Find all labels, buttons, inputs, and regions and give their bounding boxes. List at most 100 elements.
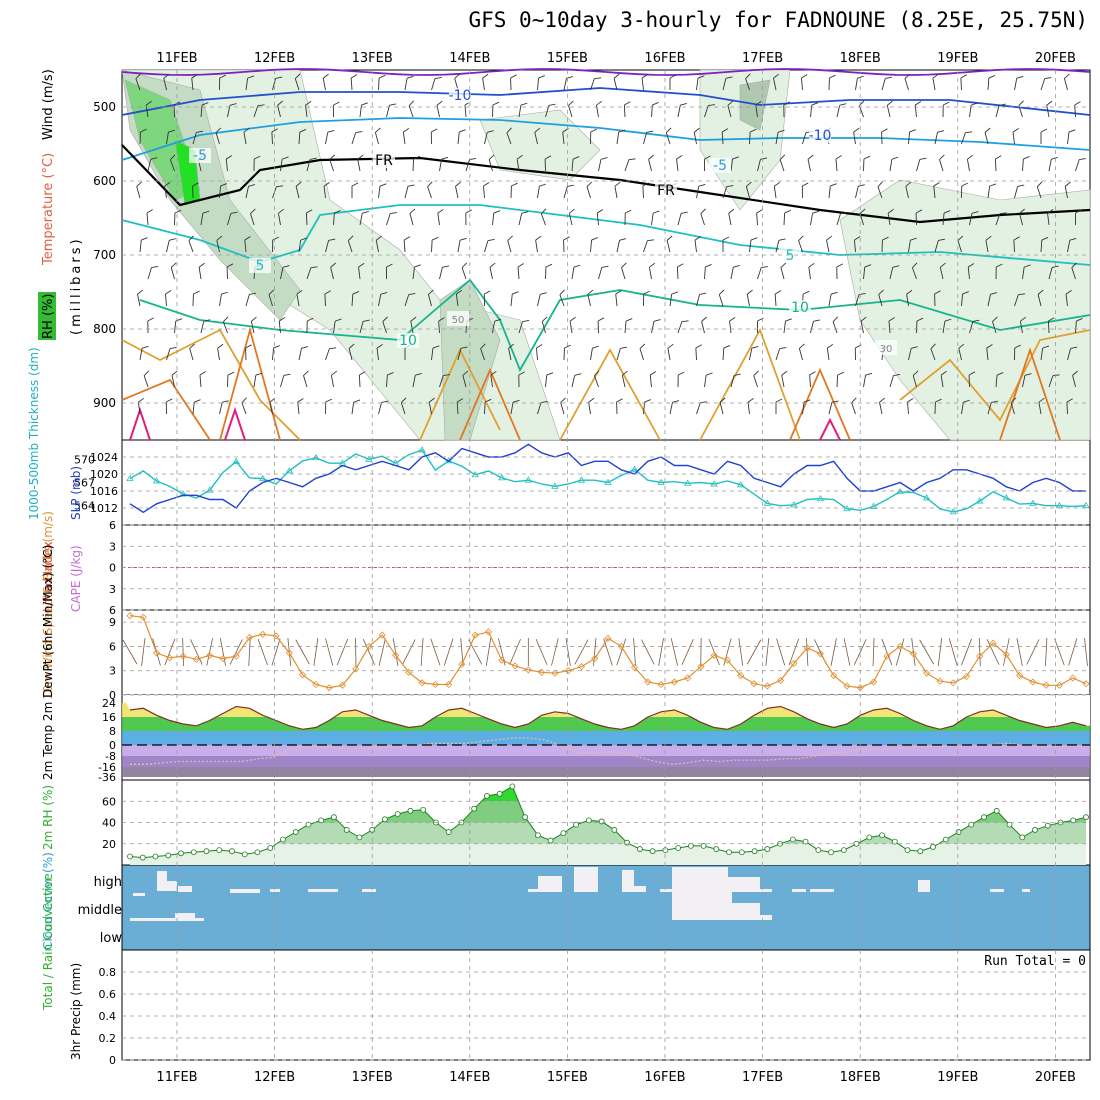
wind10m-barb xyxy=(141,638,146,666)
barb-staff xyxy=(802,132,807,145)
barb-staff xyxy=(704,105,709,118)
barb-flag xyxy=(163,73,170,79)
wind-barb xyxy=(510,399,520,415)
wind-barb xyxy=(325,129,335,145)
barb-flag xyxy=(594,370,600,377)
y-axis-labels: RH (%) Temperature (°C) Wind (m/s) (mill… xyxy=(27,69,84,1060)
barb-staff xyxy=(358,374,361,388)
barb-staff xyxy=(216,240,220,253)
barb-flag xyxy=(774,181,781,187)
wind-barb xyxy=(774,290,782,307)
wind-barb xyxy=(934,238,945,253)
barb-staff xyxy=(1072,375,1076,388)
rh2m-point xyxy=(1044,822,1051,829)
barb-flag xyxy=(728,208,735,214)
wind10m-barb xyxy=(788,638,800,666)
barb-staff xyxy=(888,321,891,334)
wind-barb xyxy=(544,155,552,172)
barb-staff xyxy=(400,402,406,415)
wind-barb xyxy=(889,156,899,172)
contour-label-bg xyxy=(875,340,897,355)
rh2m-point xyxy=(496,790,503,797)
barb-flag xyxy=(837,371,844,376)
barb-flag xyxy=(535,235,542,241)
wind10m-point xyxy=(272,632,280,640)
barb-flag xyxy=(665,127,672,133)
wind10m-barb xyxy=(872,637,875,667)
barb-staff xyxy=(828,402,833,415)
barb-staff xyxy=(170,267,175,280)
wind10m-barb xyxy=(1045,637,1048,667)
thickness-point xyxy=(498,474,506,481)
wind-barb xyxy=(250,208,256,226)
barb-flag xyxy=(484,398,492,403)
barb-flag xyxy=(1052,374,1060,377)
wind10m-barb xyxy=(430,638,441,666)
rh2m-point xyxy=(891,838,898,845)
barb-flag xyxy=(303,370,309,376)
thickness-point xyxy=(551,482,559,489)
barb-staff xyxy=(1022,158,1024,172)
wind-barb xyxy=(215,127,222,145)
barb-flag xyxy=(1042,345,1050,349)
barb-flag xyxy=(803,399,811,403)
wind10m-point xyxy=(325,684,333,692)
wind-barb xyxy=(642,182,649,199)
barb-flag xyxy=(721,128,729,133)
barb-staff xyxy=(907,402,909,415)
barb-staff xyxy=(961,638,972,666)
wind-barb xyxy=(860,316,867,334)
cloud-block xyxy=(574,867,598,892)
barb-staff xyxy=(828,294,832,307)
date-label-bottom: 14FEB xyxy=(449,1070,490,1085)
wind-barb xyxy=(171,370,178,388)
barb-flag xyxy=(382,316,388,322)
temp2m-tick-label: -36 xyxy=(98,771,116,784)
wind10m-point xyxy=(139,613,147,621)
barb-staff xyxy=(295,186,300,199)
wind-barb xyxy=(961,399,970,415)
barb-staff xyxy=(1046,105,1050,118)
wind-barb xyxy=(704,372,713,388)
barb-staff xyxy=(995,213,1001,226)
barb-staff xyxy=(895,638,905,666)
barb-staff xyxy=(696,78,699,91)
barb-staff xyxy=(141,638,146,666)
wind10m-barb xyxy=(681,639,694,665)
cloud-block xyxy=(538,876,562,892)
wind10m-point xyxy=(365,642,373,650)
barb-staff xyxy=(961,132,966,145)
barb-staff xyxy=(694,240,697,253)
barb-flag xyxy=(701,316,707,322)
wind-barb xyxy=(730,156,739,172)
precip-tick-label: 0.6 xyxy=(99,988,117,1001)
barb-flag xyxy=(1010,397,1017,403)
temp2m-fill xyxy=(122,695,1090,777)
barb-flag xyxy=(652,102,659,106)
wind-barb xyxy=(908,346,918,361)
contour-label: 5 xyxy=(786,248,795,264)
cloud-label: Cloud Cover (%) xyxy=(41,852,55,950)
barb-flag xyxy=(494,318,502,322)
date-label-bottom: 12FEB xyxy=(254,1070,295,1085)
date-label-top: 12FEB xyxy=(254,51,295,66)
wind-barb xyxy=(200,319,211,334)
barb-flag xyxy=(666,235,673,241)
wind-barb xyxy=(200,102,209,118)
rh2m-point xyxy=(534,832,541,839)
barb-staff xyxy=(534,132,538,145)
wind-barb xyxy=(409,208,416,226)
wind-barb xyxy=(643,239,655,253)
wind-barb xyxy=(934,130,945,145)
wind-barb xyxy=(348,343,355,361)
wind10m-point xyxy=(710,651,718,659)
barb-flag xyxy=(644,399,651,403)
rh2m-point xyxy=(636,846,643,852)
barb-flag xyxy=(727,100,734,106)
thickness-point xyxy=(657,478,665,485)
wind10m-barb xyxy=(1068,638,1078,666)
wind-barb xyxy=(722,345,731,361)
barb-staff xyxy=(593,375,599,388)
barb-staff xyxy=(677,321,683,334)
barb-staff xyxy=(225,159,228,172)
